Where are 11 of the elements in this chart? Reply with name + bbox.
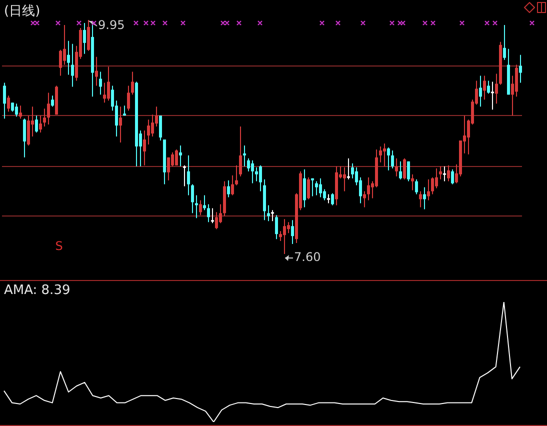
annotation: 7.60: [294, 250, 321, 264]
chart-title: (日线): [4, 3, 40, 20]
candlestick: [347, 158, 350, 180]
annotation: 9.95: [98, 18, 125, 32]
candlestick: [183, 165, 186, 186]
candlestick: [443, 166, 446, 182]
chart-title: AMA: 8.39: [4, 283, 70, 298]
candlestick: [211, 208, 214, 224]
candlestick: [491, 82, 494, 110]
candlestick: [243, 145, 246, 166]
annotation: S: [55, 239, 63, 254]
